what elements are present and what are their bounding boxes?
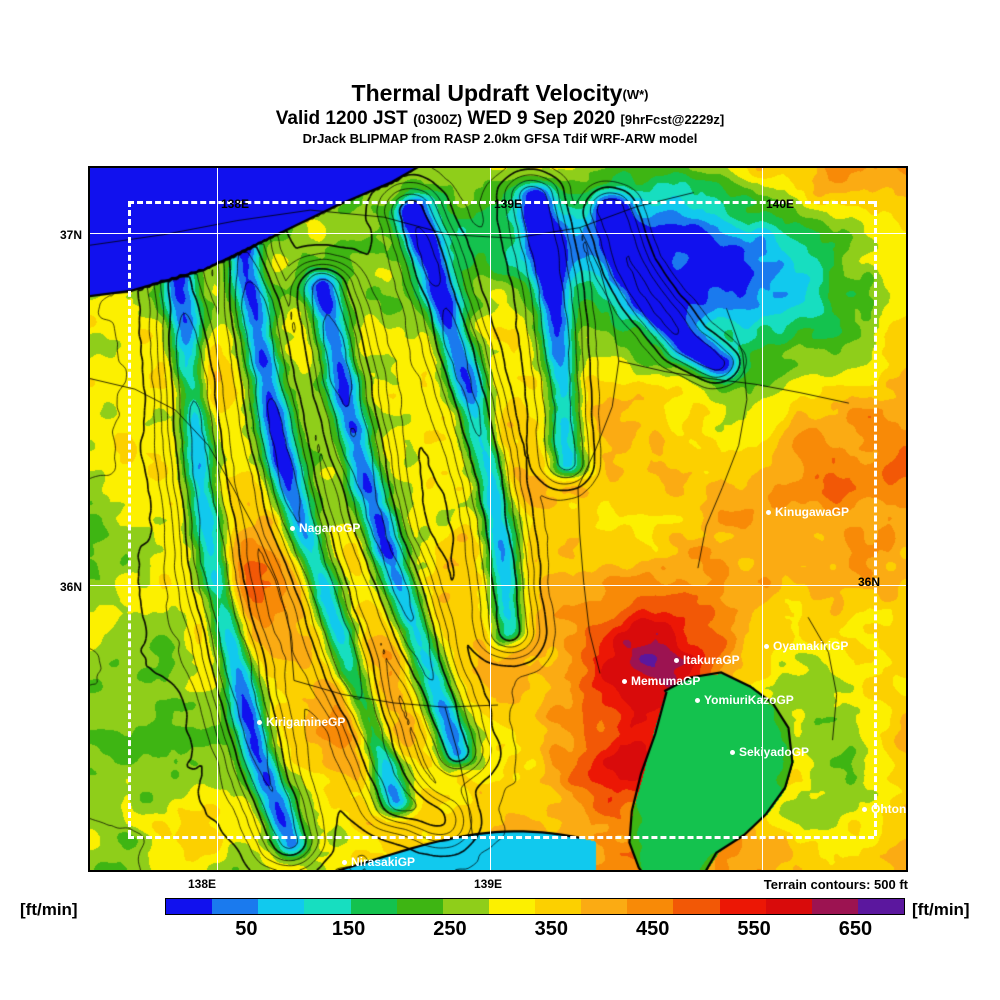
valid-prefix: Valid 1200 JST <box>275 108 408 129</box>
colorbar-band-13 <box>765 899 812 914</box>
colorbar-gradient <box>165 898 905 915</box>
model-subtitle: DrJack BLIPMAP from RASP 2.0km GFSA Tdif… <box>302 131 698 146</box>
colorbar-tick-50: 50 <box>235 918 258 940</box>
colorbar-band-12 <box>719 899 766 914</box>
colorbar-tick-450: 450 <box>635 918 670 940</box>
colorbar-tick-250: 250 <box>433 918 467 940</box>
colorbar-band-7 <box>488 899 535 914</box>
colorbar-band-0 <box>166 899 213 914</box>
axis-label-138E: 138E <box>188 877 217 891</box>
title-valid-line: Valid 1200 JST (0300Z) WED 9 Sep 2020 [9… <box>0 109 1000 128</box>
title-wstar: (W*) <box>622 87 649 102</box>
colorbar-band-15 <box>857 899 904 914</box>
title-block: Thermal Updraft Velocity(W*) Valid 1200 … <box>0 82 1000 146</box>
colorbar-legend: [ft/min] [ft/min] 50 150 250 350 450 550 650 <box>0 898 1000 948</box>
colorbar-band-8 <box>535 899 582 914</box>
colorbar-band-1 <box>212 899 259 914</box>
terrain-contour-note: Terrain contours: 500 ft <box>763 877 908 892</box>
colorbar-band-3 <box>304 899 351 914</box>
colorbar-unit-left: [ft/min] <box>20 900 78 919</box>
colorbar-band-9 <box>581 899 628 914</box>
colorbar-tick-350: 350 <box>534 918 568 940</box>
page-title: Thermal Updraft Velocity(W*) <box>0 82 1000 105</box>
map-panel[interactable]: 138E 139E 140E 36N NaganoGP KirigamineGP Niras… <box>88 166 908 872</box>
colorbar-tick-650: 650 <box>838 918 873 940</box>
colorbar-tick-550: 550 <box>737 918 771 940</box>
colorbar-band-2 <box>258 899 305 914</box>
forecast-hour-badge: [9hrFcst@2229z] <box>620 112 725 127</box>
colorbar-band-6 <box>442 899 489 914</box>
title-main-text: Thermal Updraft Velocity <box>351 80 623 106</box>
colorbar-band-14 <box>811 899 858 914</box>
colorbar-band-4 <box>350 899 397 914</box>
valid-utc: (0300Z) <box>413 111 463 127</box>
colorbar-tick-150: 150 <box>331 918 366 940</box>
axis-label-139E: 139E <box>474 877 503 891</box>
valid-date: WED 9 Sep 2020 <box>467 108 616 129</box>
colorbar-band-10 <box>627 899 674 914</box>
colorbar-unit-right: [ft/min] <box>912 900 970 919</box>
axis-label-37N: 37N <box>60 228 83 242</box>
axis-label-36N: 36N <box>60 580 83 594</box>
thermal-updraft-heatmap <box>90 168 906 870</box>
colorbar-band-11 <box>673 899 720 914</box>
colorbar-band-5 <box>396 899 443 914</box>
